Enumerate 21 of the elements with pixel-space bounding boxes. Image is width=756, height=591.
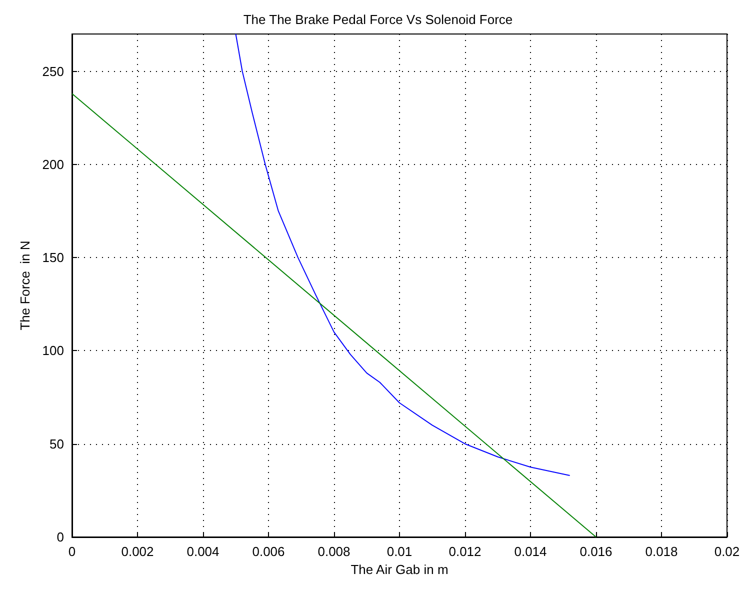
- y-tick-label: 100: [42, 343, 64, 358]
- y-tick-label: 250: [42, 64, 64, 79]
- y-tick-label: 200: [42, 156, 64, 172]
- x-tick-label: 0.002: [121, 544, 154, 559]
- x-tick-label: 0.014: [514, 544, 547, 559]
- x-tick-label: 0.006: [252, 544, 285, 559]
- x-tick-label: 0.008: [318, 544, 350, 559]
- line-series: [235, 34, 570, 476]
- x-tick-label: 0.018: [645, 544, 678, 559]
- y-axis-title: The Force in N: [17, 240, 32, 330]
- x-tick-label: 0.004: [186, 544, 220, 559]
- x-tick-label: 0: [68, 544, 76, 559]
- x-axis-title: The Air Gab in m: [350, 562, 448, 577]
- x-tick-label: 0.02: [714, 544, 740, 559]
- chart-title: The The Brake Pedal Force Vs Solenoid Force: [243, 12, 513, 27]
- y-tick-label: 0: [56, 530, 64, 544]
- x-tick-label: 0.016: [580, 544, 612, 559]
- y-tick-label: 150: [42, 250, 64, 266]
- x-tick-label: 0.01: [386, 544, 412, 559]
- y-tick-label: 50: [50, 436, 64, 452]
- x-tick-label: 0.012: [448, 544, 482, 559]
